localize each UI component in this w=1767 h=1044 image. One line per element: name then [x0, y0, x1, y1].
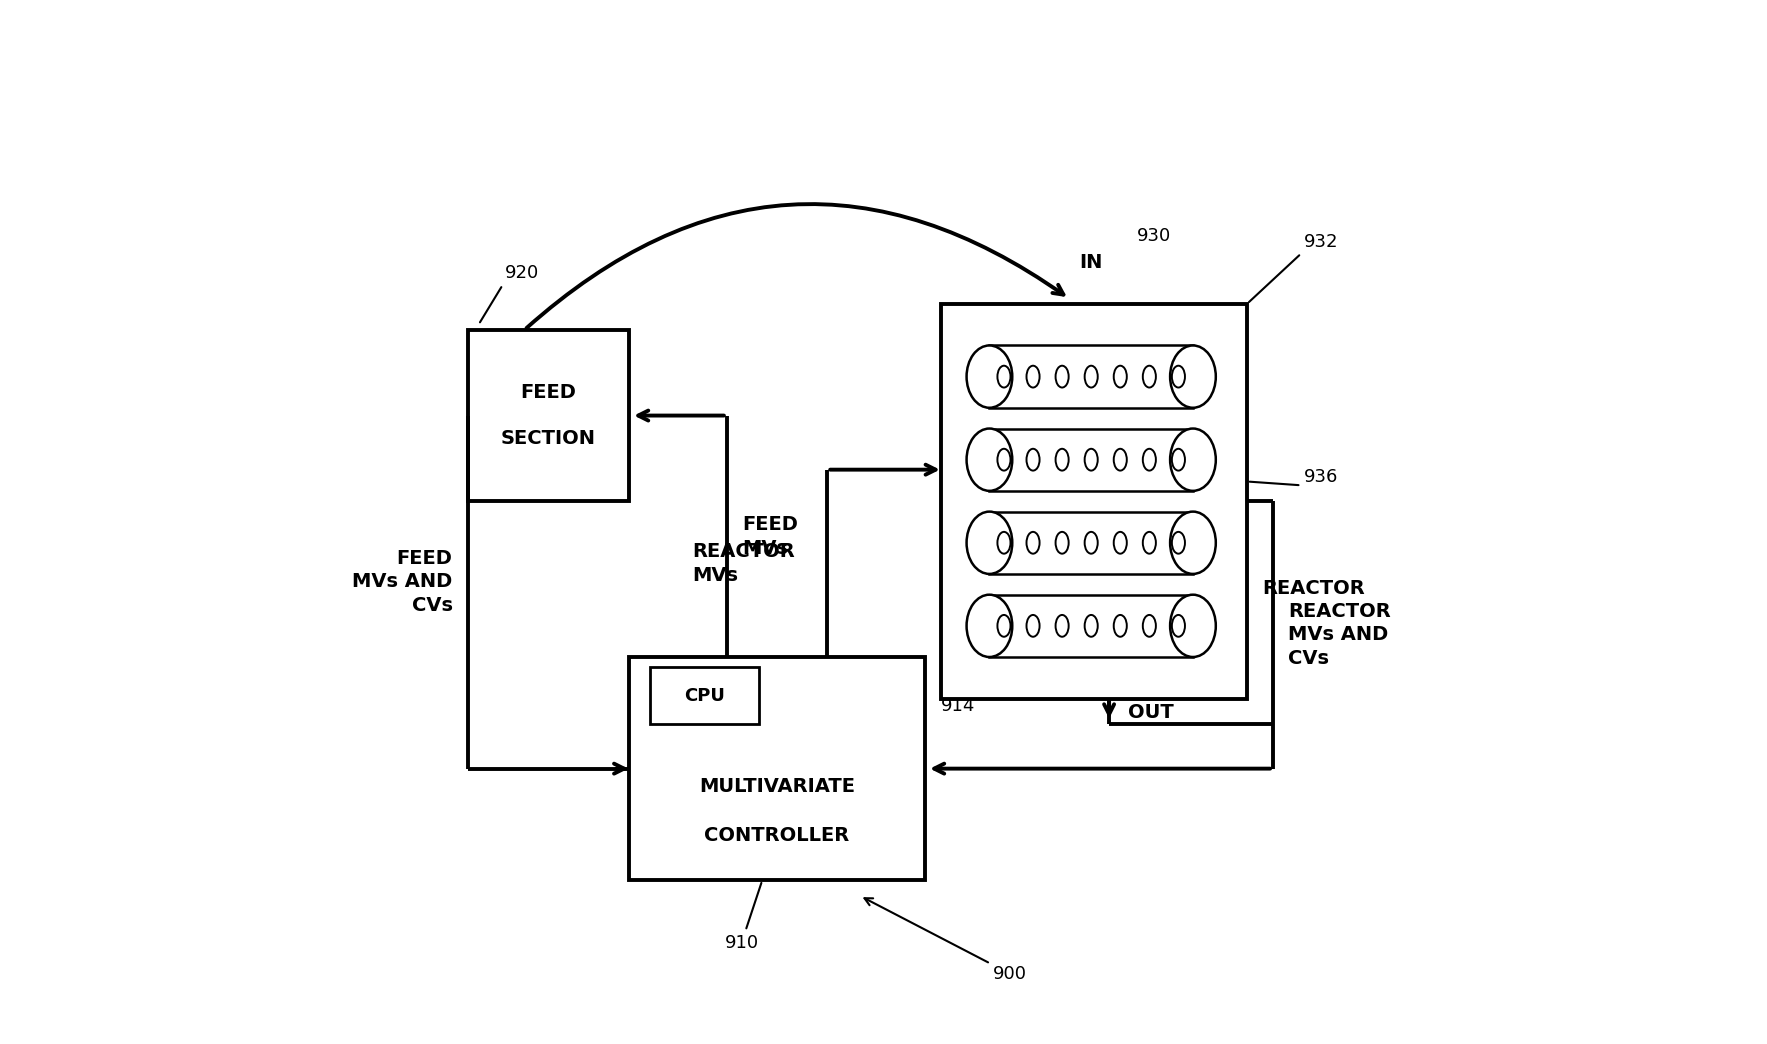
- Ellipse shape: [1027, 449, 1039, 471]
- Ellipse shape: [1143, 615, 1156, 637]
- Text: CONTROLLER: CONTROLLER: [705, 826, 850, 845]
- Ellipse shape: [1172, 365, 1186, 387]
- Ellipse shape: [997, 615, 1011, 637]
- Ellipse shape: [1143, 449, 1156, 471]
- Ellipse shape: [1055, 615, 1069, 637]
- Ellipse shape: [1172, 531, 1186, 553]
- Ellipse shape: [1170, 428, 1216, 491]
- Ellipse shape: [1085, 365, 1097, 387]
- Ellipse shape: [967, 595, 1012, 657]
- Text: 936: 936: [1249, 468, 1338, 485]
- Ellipse shape: [1172, 615, 1186, 637]
- Bar: [650, 667, 758, 725]
- Text: 932: 932: [1249, 233, 1339, 302]
- Text: REACTOR: REACTOR: [1263, 578, 1366, 597]
- Text: REACTOR
MVs AND
CVs: REACTOR MVs AND CVs: [1288, 602, 1391, 668]
- Ellipse shape: [1172, 449, 1186, 471]
- Bar: [468, 330, 629, 501]
- Ellipse shape: [997, 449, 1011, 471]
- Text: 914: 914: [940, 697, 975, 715]
- Ellipse shape: [1113, 531, 1127, 553]
- Ellipse shape: [1113, 449, 1127, 471]
- Ellipse shape: [1085, 449, 1097, 471]
- Text: 900: 900: [864, 898, 1027, 982]
- Text: REACTOR
MVs: REACTOR MVs: [693, 542, 795, 585]
- Ellipse shape: [1027, 615, 1039, 637]
- Bar: [990, 346, 1193, 408]
- Bar: [990, 512, 1193, 574]
- Ellipse shape: [1170, 512, 1216, 574]
- Ellipse shape: [967, 346, 1012, 408]
- Ellipse shape: [1113, 615, 1127, 637]
- Text: SECTION: SECTION: [502, 429, 595, 448]
- Ellipse shape: [1027, 365, 1039, 387]
- Text: FEED
MVs: FEED MVs: [742, 515, 799, 557]
- Text: OUT: OUT: [1127, 703, 1173, 721]
- Ellipse shape: [1170, 595, 1216, 657]
- Bar: [629, 657, 926, 880]
- Text: 930: 930: [1136, 228, 1172, 245]
- Text: FEED: FEED: [521, 383, 576, 402]
- Ellipse shape: [1055, 531, 1069, 553]
- Text: 920: 920: [481, 264, 539, 323]
- Ellipse shape: [997, 531, 1011, 553]
- Ellipse shape: [1055, 365, 1069, 387]
- Ellipse shape: [1170, 346, 1216, 408]
- Ellipse shape: [1085, 615, 1097, 637]
- Ellipse shape: [1085, 531, 1097, 553]
- Ellipse shape: [967, 512, 1012, 574]
- Bar: [940, 304, 1248, 698]
- Text: CPU: CPU: [684, 687, 724, 705]
- Ellipse shape: [967, 428, 1012, 491]
- Text: IN: IN: [1080, 253, 1103, 271]
- Bar: [990, 595, 1193, 657]
- Ellipse shape: [1027, 531, 1039, 553]
- Ellipse shape: [1143, 531, 1156, 553]
- Text: FEED
MVs AND
CVs: FEED MVs AND CVs: [352, 549, 452, 615]
- Ellipse shape: [1055, 449, 1069, 471]
- Text: MULTIVARIATE: MULTIVARIATE: [700, 777, 855, 796]
- Ellipse shape: [1113, 365, 1127, 387]
- Ellipse shape: [997, 365, 1011, 387]
- Text: 910: 910: [724, 883, 762, 952]
- Bar: [990, 428, 1193, 491]
- Ellipse shape: [1143, 365, 1156, 387]
